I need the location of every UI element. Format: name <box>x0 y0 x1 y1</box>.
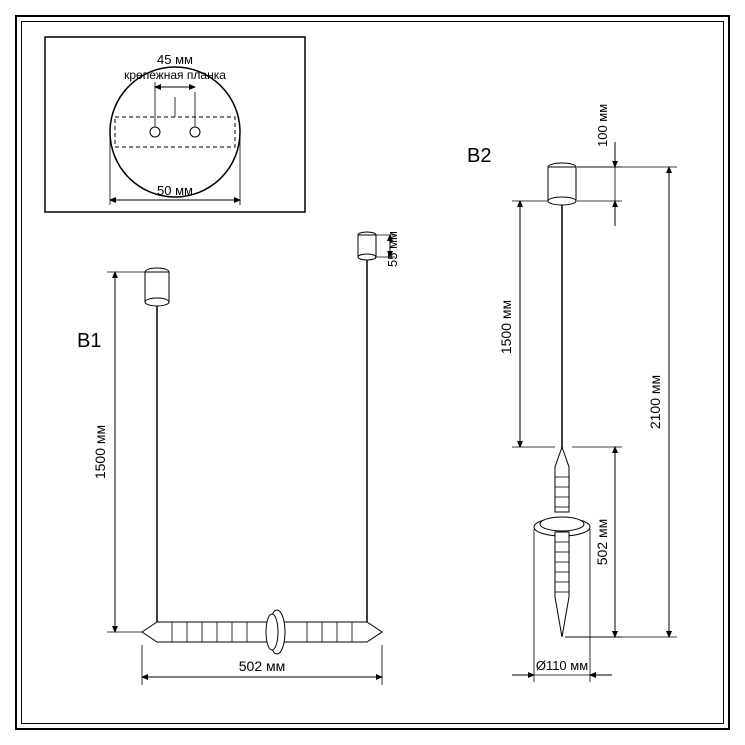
inset-title: крепежная планка <box>124 68 226 82</box>
b1-cap-dim: 55 мм <box>385 231 400 267</box>
b1-left-cap <box>145 268 169 306</box>
b2-cable-dim: 1500 мм <box>498 300 514 354</box>
drawing-frame: 45 мм крепежная планка 50 мм B1 55 мм <box>15 15 730 730</box>
b2-cap <box>548 163 576 205</box>
b2-cap-dim: 100 мм <box>595 104 610 147</box>
b1-height-dim: 1500 мм <box>92 425 108 479</box>
b2-body-dim: 502 мм <box>594 519 610 566</box>
inset-top-dim: 45 мм <box>157 52 193 67</box>
b2-body <box>534 447 590 637</box>
inset-bottom-dim: 50 мм <box>157 183 193 198</box>
b1-bar <box>142 610 382 654</box>
b2-label: B2 <box>467 145 491 167</box>
inset-detail: 45 мм крепежная планка 50 мм <box>45 37 305 212</box>
b1-width-dim: 502 мм <box>239 658 286 674</box>
b2-view: B2 100 мм <box>467 104 677 682</box>
b2-total-dim: 2100 мм <box>647 375 663 429</box>
drawing-canvas: 45 мм крепежная планка 50 мм B1 55 мм <box>17 17 728 728</box>
b1-right-cap <box>358 232 376 260</box>
b1-label: B1 <box>77 330 101 352</box>
b2-diameter-dim: Ø110 мм <box>536 658 588 673</box>
b1-view: B1 55 мм <box>77 231 400 685</box>
